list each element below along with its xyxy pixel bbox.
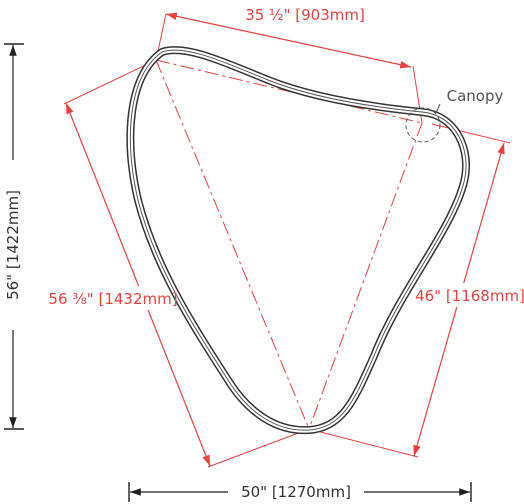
overall-height-label: 56" [1422mm] <box>4 190 22 300</box>
rounded-triangle-outline <box>126 46 471 435</box>
overall-height-dimension <box>4 43 24 430</box>
left-edge-label: 56 ⅜" [1432mm] <box>48 290 177 308</box>
left-dimension-line <box>65 102 211 467</box>
extension-lines <box>63 13 511 468</box>
canopy-callout-circle <box>405 107 441 143</box>
canopy-label: Canopy <box>447 87 504 105</box>
canopy-leader-line <box>435 103 441 114</box>
top-edge-label: 35 ½" [903mm] <box>245 6 365 24</box>
right-edge-label: 46" [1168mm] <box>415 287 524 305</box>
top-dimension-line <box>165 12 412 69</box>
overall-width-dimension <box>128 482 472 502</box>
triangle-centerlines <box>155 59 423 430</box>
overall-width-label: 50" [1270mm] <box>241 483 351 501</box>
